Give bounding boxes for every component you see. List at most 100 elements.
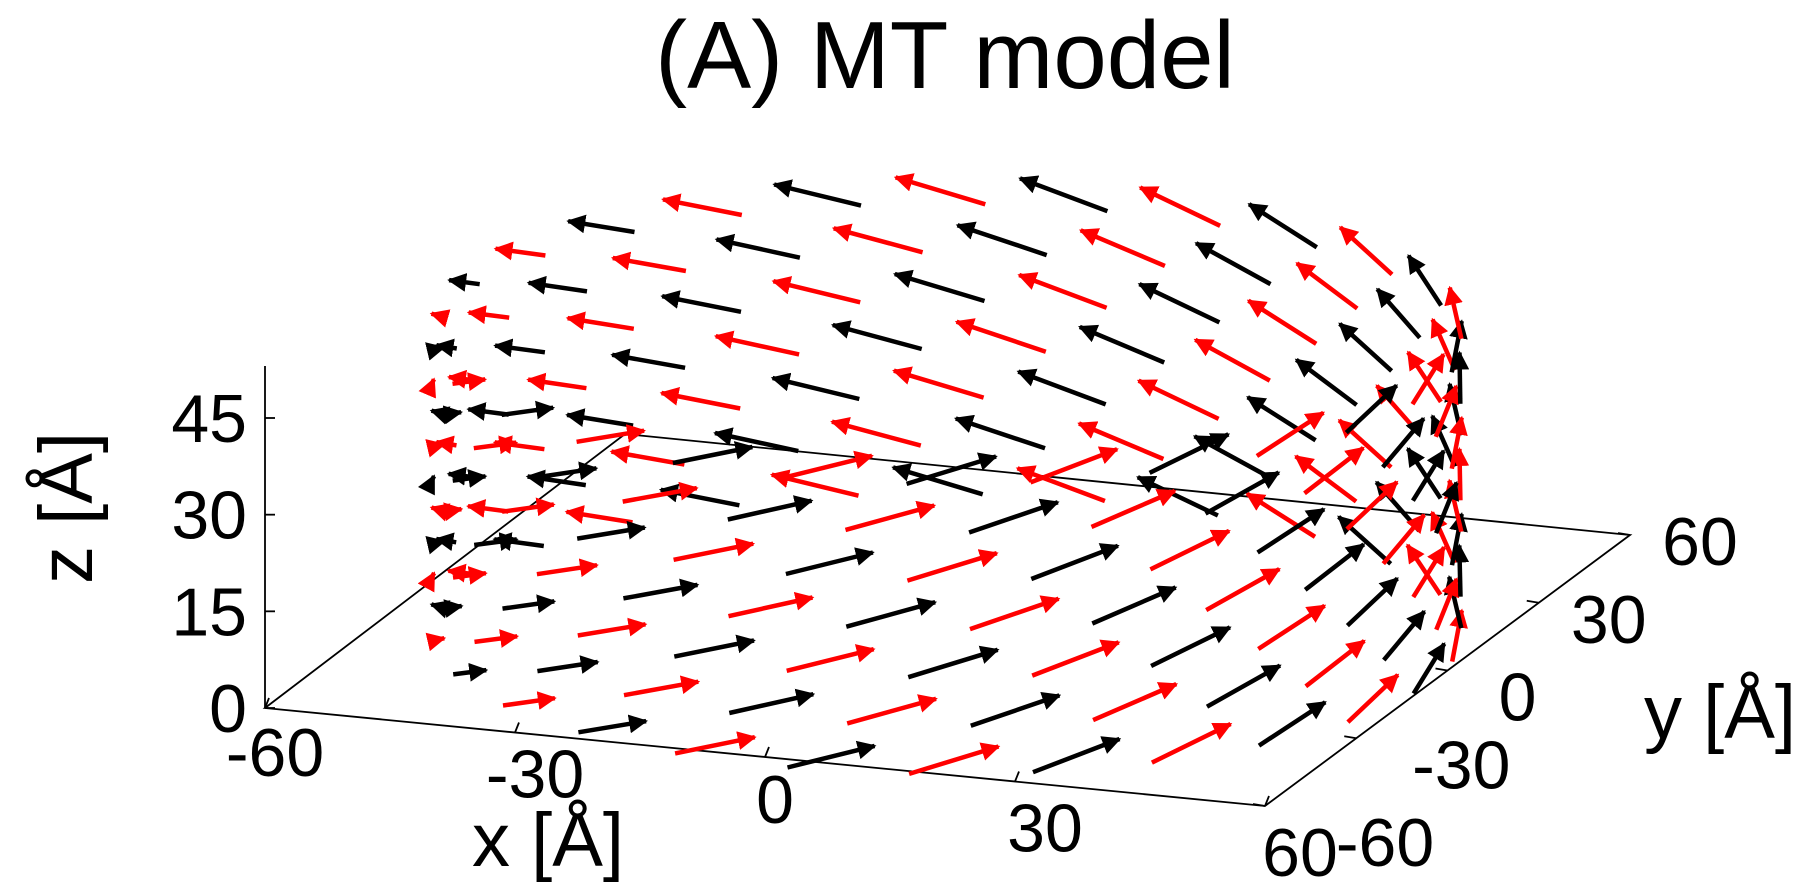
x-tick-mark (514, 722, 520, 733)
x-tick-label: -60 (226, 715, 324, 791)
field-vector (955, 221, 1048, 258)
field-vector (429, 406, 451, 425)
field-vector (713, 427, 799, 454)
field-vector (1381, 417, 1426, 469)
field-vector (1205, 663, 1282, 709)
field-vector (452, 566, 488, 585)
field-vector (1137, 282, 1221, 325)
field-vector (429, 503, 451, 522)
field-vector (1429, 510, 1457, 565)
field-vector (1016, 368, 1107, 407)
field-vector (892, 366, 985, 400)
field-vector (429, 600, 451, 619)
y-tick-label: -30 (1412, 727, 1510, 803)
field-vector (1433, 384, 1459, 438)
field-vector (438, 599, 464, 618)
field-vector (447, 272, 480, 292)
field-vector (1304, 639, 1366, 689)
field-vector (1245, 491, 1317, 539)
field-vector (1411, 642, 1447, 695)
field-vector (537, 655, 600, 674)
field-vector (1138, 185, 1222, 228)
field-vector (1015, 465, 1106, 504)
x-tick-label: 60 (1262, 815, 1338, 891)
axes-box (262, 366, 1633, 807)
field-vector (425, 439, 446, 458)
y-tick-label: 60 (1662, 504, 1738, 580)
y-tick-label: 30 (1571, 582, 1647, 658)
field-vector (785, 547, 875, 577)
field-vector (1029, 446, 1119, 485)
field-vector (1382, 610, 1427, 662)
x-tick-label: -30 (486, 737, 584, 813)
field-vector (610, 251, 687, 274)
field-vector (525, 469, 587, 489)
x-tick-label: 0 (756, 762, 794, 838)
field-vector (970, 691, 1062, 728)
field-vector (846, 694, 938, 726)
field-vector (969, 595, 1061, 632)
y-tick-mark (1435, 667, 1448, 672)
field-vector (727, 495, 814, 522)
field-vector (845, 597, 938, 629)
field-vector (452, 469, 488, 488)
field-vector (1338, 322, 1394, 373)
field-vector (728, 688, 816, 716)
field-vector (536, 558, 599, 578)
field-vector (438, 502, 464, 522)
x-tick-mark (764, 746, 770, 758)
field-vector (622, 578, 700, 601)
field-vector (786, 740, 877, 770)
field-vector (892, 269, 986, 304)
field-vector (1255, 410, 1325, 458)
x-tick-mark (264, 697, 270, 709)
field-vector (830, 416, 922, 448)
chart-title: (A) MT model (655, 2, 1235, 109)
field-vector (1136, 475, 1219, 518)
z-tick-label: 15 (171, 574, 247, 650)
field-vector (714, 233, 801, 260)
field-vector (673, 537, 756, 563)
field-vector (425, 535, 446, 555)
y-tick-label: -60 (1336, 805, 1434, 881)
field-vector (1406, 350, 1443, 404)
field-vector (1077, 421, 1165, 462)
field-vector (564, 505, 633, 525)
field-vector (578, 714, 648, 735)
field-vector (466, 499, 509, 518)
z-tick-label: 30 (171, 478, 247, 554)
field-vector (1450, 350, 1470, 404)
field-vector (661, 193, 743, 218)
field-vector (1246, 395, 1317, 443)
field-vector (1150, 625, 1232, 669)
field-vector (891, 463, 984, 497)
field-vector (1337, 515, 1393, 566)
field-vector (1148, 432, 1231, 475)
y-tick-mark (1526, 599, 1539, 604)
y-tick-label: 0 (1499, 660, 1537, 736)
field-vector (1444, 285, 1464, 340)
field-vector (1091, 585, 1178, 626)
field-vector (954, 414, 1046, 451)
field-vector (1345, 576, 1399, 628)
field-vector (728, 591, 815, 619)
field-vector (1344, 383, 1399, 435)
field-vector (1032, 736, 1122, 775)
field-vector (1295, 261, 1359, 311)
field-vector (1434, 480, 1459, 535)
field-vector (452, 662, 489, 682)
field-vector (623, 675, 701, 698)
field-vector (1375, 287, 1422, 340)
field-vector (905, 452, 998, 487)
field-vector (1149, 528, 1231, 572)
field-vector (576, 424, 646, 445)
field-vector (566, 214, 635, 235)
field-vector (830, 320, 923, 352)
field-vector (473, 435, 519, 455)
field-vector (1405, 447, 1443, 500)
field-vector (526, 275, 588, 295)
field-vector (1257, 603, 1327, 651)
field-vector (1374, 480, 1421, 533)
field-vector (417, 571, 437, 593)
